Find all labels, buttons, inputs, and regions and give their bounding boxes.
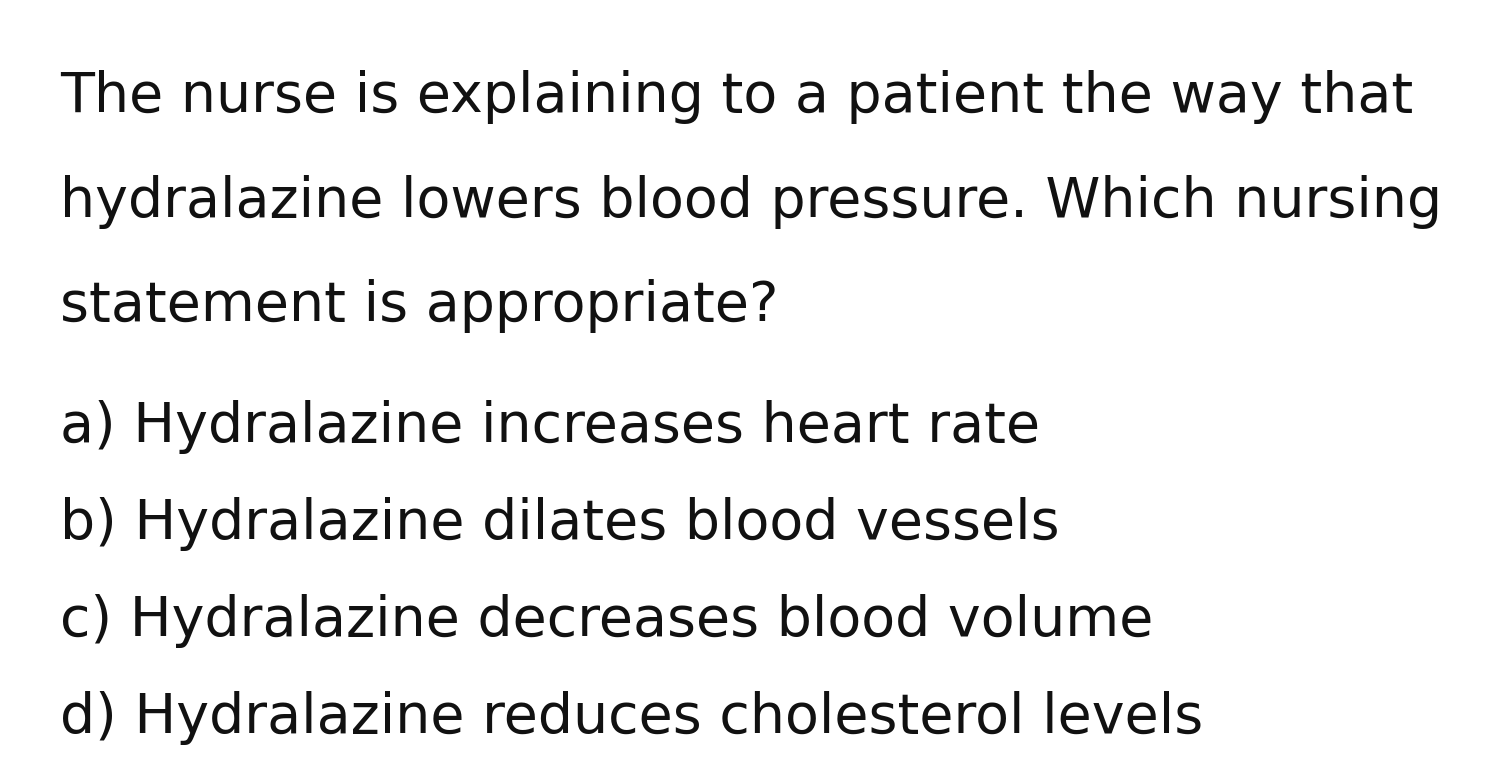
Text: statement is appropriate?: statement is appropriate? xyxy=(60,279,778,334)
Text: a) Hydralazine increases heart rate: a) Hydralazine increases heart rate xyxy=(60,400,1040,454)
Text: The nurse is explaining to a patient the way that: The nurse is explaining to a patient the… xyxy=(60,70,1413,124)
Text: hydralazine lowers blood pressure. Which nursing: hydralazine lowers blood pressure. Which… xyxy=(60,175,1442,229)
Text: c) Hydralazine decreases blood volume: c) Hydralazine decreases blood volume xyxy=(60,594,1154,648)
Text: b) Hydralazine dilates blood vessels: b) Hydralazine dilates blood vessels xyxy=(60,497,1059,551)
Text: d) Hydralazine reduces cholesterol levels: d) Hydralazine reduces cholesterol level… xyxy=(60,691,1203,745)
